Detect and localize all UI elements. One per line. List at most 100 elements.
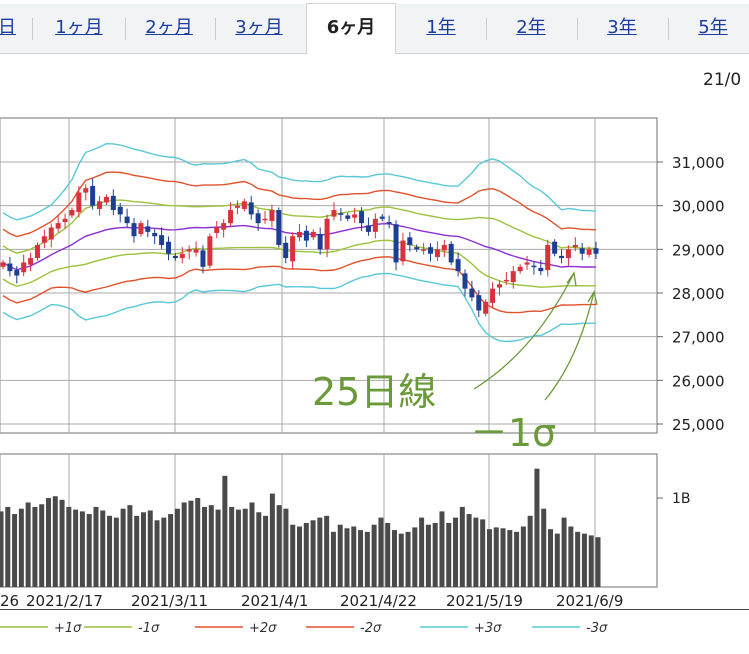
volume-bar xyxy=(59,499,65,587)
candle-body xyxy=(579,248,585,254)
volume-bar xyxy=(446,522,452,587)
candle-body xyxy=(207,236,213,266)
candle-body xyxy=(338,213,344,215)
candle-body xyxy=(441,244,447,251)
annotation-minus-1-sigma-label: －1σ xyxy=(470,411,556,455)
candle-body xyxy=(434,249,440,257)
candle-body xyxy=(200,250,206,267)
date-tick-label: 2021/3/11 xyxy=(131,592,208,610)
candle-body xyxy=(524,262,530,265)
annotation-arrow-sigma xyxy=(544,291,595,401)
candle-body xyxy=(379,216,385,219)
tab-1-year[interactable]: 1年 xyxy=(426,17,456,38)
volume-bar xyxy=(310,520,316,587)
volume-bar xyxy=(79,511,85,587)
date-axis: 26 2021/2/17 2021/3/11 2021/4/1 2021/4/22 202… xyxy=(0,592,623,610)
candle-body xyxy=(248,202,254,215)
volume-bar xyxy=(344,528,350,587)
candle-body xyxy=(421,249,427,251)
annotation-25-day-line-label: 25日線 xyxy=(312,370,436,414)
candle-body xyxy=(455,259,461,272)
candle-body xyxy=(28,258,34,265)
legend-label: -1σ xyxy=(138,621,160,636)
volume-bar xyxy=(595,537,601,587)
tab-3-years[interactable]: 3年 xyxy=(607,17,637,38)
price-tick-label: 26,000 xyxy=(672,372,725,390)
volume-bar xyxy=(493,527,499,587)
tab-1-month[interactable]: 1ヶ月 xyxy=(55,17,103,38)
candle-body xyxy=(55,223,61,229)
price-grid xyxy=(0,117,658,434)
volume-bar xyxy=(330,531,336,587)
candle-body xyxy=(572,244,578,248)
volume-bar xyxy=(358,530,364,587)
volume-bar xyxy=(174,508,180,587)
tab-3-months[interactable]: 3ヶ月 xyxy=(235,17,283,38)
volume-bar xyxy=(188,500,194,587)
candle-body xyxy=(269,210,275,221)
candle-body xyxy=(365,225,371,232)
volume-bar xyxy=(554,533,560,587)
candle-body xyxy=(41,236,47,243)
tab-separator xyxy=(486,18,487,40)
candle-body xyxy=(69,210,75,216)
volume-bar xyxy=(161,517,167,587)
candle-body xyxy=(297,231,302,238)
tab-day[interactable]: 日 xyxy=(0,17,16,38)
candle-body xyxy=(559,255,565,259)
volume-bar xyxy=(527,515,533,587)
candle-body xyxy=(97,201,103,209)
candle-body xyxy=(145,226,151,232)
volume-bar xyxy=(351,526,357,587)
volume-bar xyxy=(534,468,540,587)
legend-label: -2σ xyxy=(360,621,382,636)
candle-body xyxy=(490,288,496,303)
candle-body xyxy=(62,218,68,223)
candle-body xyxy=(131,223,137,237)
period-tab-bar: 日 1ヶ月 2ヶ月 3ヶ月 6ヶ月 1年 2年 3年 5年 xyxy=(0,0,749,55)
candle-body xyxy=(234,205,240,208)
volume-tick-label: 1B xyxy=(672,491,691,507)
candle-body xyxy=(159,235,165,245)
tab-5-years[interactable]: 5年 xyxy=(698,17,728,38)
volume-bar xyxy=(425,524,431,587)
price-tick-label: 27,000 xyxy=(672,329,725,347)
volume-bar xyxy=(541,508,547,587)
candle-body xyxy=(352,214,358,218)
candle-body xyxy=(193,249,199,253)
volume-bar xyxy=(473,517,479,587)
volume-bar xyxy=(290,524,296,587)
volume-bar xyxy=(235,509,241,587)
volume-bar xyxy=(113,517,119,587)
annotations: 25日線 －1σ xyxy=(312,271,598,455)
tab-2-months[interactable]: 2ヶ月 xyxy=(145,17,193,38)
annotation-arrowhead-ma xyxy=(566,271,577,287)
volume-bar xyxy=(181,502,187,587)
candle-body xyxy=(331,210,337,217)
candle-body xyxy=(586,249,592,255)
candle-body xyxy=(496,284,502,288)
bollinger-bands xyxy=(2,142,597,343)
tab-separator xyxy=(577,18,578,40)
minus-2-sigma-line xyxy=(2,256,597,314)
candle-body xyxy=(14,270,20,276)
volume-bars xyxy=(0,468,601,587)
candle-body xyxy=(476,295,482,311)
volume-bar xyxy=(12,514,18,587)
tab-6-months[interactable]: 6ヶ月 xyxy=(306,3,396,55)
candle-body xyxy=(117,206,123,215)
tab-2-years[interactable]: 2年 xyxy=(516,17,546,38)
volume-bar xyxy=(507,530,513,587)
legend-divider xyxy=(0,609,749,610)
tab-separator xyxy=(32,18,33,40)
date-tick-label: 2021/4/22 xyxy=(340,592,417,610)
volume-bar xyxy=(39,504,45,587)
annotation-arrow-ma xyxy=(473,272,575,390)
candle-body xyxy=(393,224,399,263)
tab-separator xyxy=(215,18,216,40)
volume-bar xyxy=(52,496,58,587)
candle-body xyxy=(359,211,365,224)
volume-bar xyxy=(168,514,174,587)
candle-body xyxy=(372,218,378,232)
candle-body xyxy=(517,266,523,272)
